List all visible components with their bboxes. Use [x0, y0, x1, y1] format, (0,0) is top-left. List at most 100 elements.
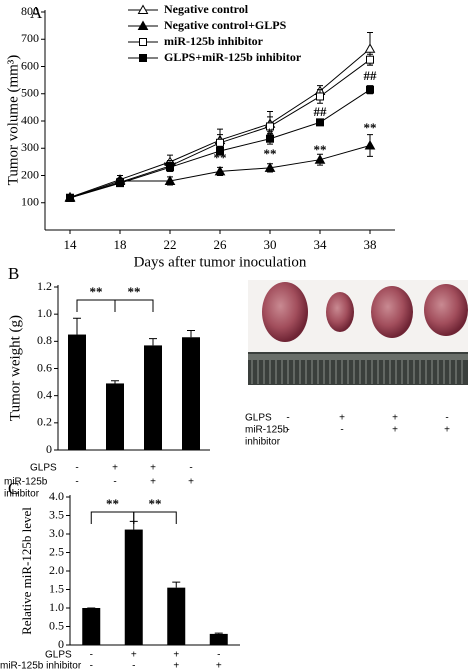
condition-label: miR-125b: [4, 477, 48, 488]
y-tick-label: 600: [21, 58, 39, 72]
marker: [137, 20, 149, 30]
condition-label: miR-125b: [245, 425, 289, 436]
condition-sign: -: [445, 413, 448, 424]
significance-bracket: [90, 511, 135, 524]
condition-label: inhibitor: [245, 437, 281, 448]
condition-sign: -: [217, 650, 220, 661]
y-tick-label: 2.0: [49, 563, 64, 577]
condition-sign: +: [173, 661, 179, 672]
y-tick-label: 800: [21, 4, 39, 18]
y-tick-label: 100: [21, 195, 39, 209]
marker: [116, 179, 124, 188]
y-tick-label: 1.2: [37, 279, 52, 293]
condition-sign: +: [150, 463, 156, 474]
marker: [214, 165, 226, 176]
marker: [266, 122, 274, 131]
error-bar: [111, 380, 119, 384]
marker: [364, 140, 376, 150]
marker: [364, 43, 376, 53]
marker: [216, 146, 224, 155]
panel-label: A: [30, 3, 43, 22]
annotation: **: [90, 284, 103, 299]
marker: [164, 175, 176, 185]
condition-sign: +: [188, 477, 194, 488]
bar: [68, 334, 86, 450]
annotation: **: [149, 496, 162, 511]
condition-sign: -: [340, 425, 343, 436]
condition-sign: +: [444, 425, 450, 436]
annotation: **: [164, 158, 177, 173]
marker: [66, 193, 74, 202]
y-tick-label: 400: [21, 113, 39, 127]
significance-bracket: [133, 511, 177, 524]
y-tick-label: 0.8: [37, 333, 52, 347]
legend-label: miR-125b inhibitor: [164, 34, 264, 48]
marker: [216, 138, 224, 147]
condition-sign: -: [132, 661, 135, 672]
bar: [167, 587, 186, 645]
x-tick-label: 14: [64, 237, 78, 252]
bar: [182, 337, 200, 450]
panel-label: C: [8, 479, 19, 498]
error-bar: [149, 338, 157, 346]
annotation: **: [106, 496, 119, 511]
x-tick-label: 18: [114, 237, 127, 252]
error-bar: [187, 329, 195, 338]
y-tick-label: 3.5: [49, 507, 64, 521]
condition-sign: -: [286, 425, 289, 436]
error-bar: [172, 581, 181, 588]
marker: [314, 154, 326, 164]
bar: [82, 608, 101, 645]
condition-sign: +: [150, 477, 156, 488]
y-tick-label: 0.5: [49, 618, 64, 632]
panel-label: B: [8, 264, 19, 283]
marker: [316, 92, 324, 101]
bar: [124, 529, 143, 645]
y-axis-label: Tumor weight (g): [7, 315, 23, 421]
y-tick-label: 0: [46, 442, 52, 456]
marker: [366, 55, 374, 64]
y-axis-label: Relative miR-125b level: [19, 507, 34, 635]
condition-label: inhibitor: [4, 489, 40, 500]
bar: [144, 345, 162, 450]
marker: [166, 163, 174, 172]
condition-sign: -: [113, 477, 116, 488]
y-tick-label: 0.6: [37, 360, 52, 374]
condition-label: miR-125b inhibitor: [0, 661, 82, 672]
tumor-photo: [248, 280, 468, 385]
condition-sign: +: [339, 413, 345, 424]
condition-label: GLPS: [245, 413, 272, 424]
legend-label: Negative control: [164, 2, 249, 16]
y-tick-label: 1.0: [49, 600, 64, 614]
y-tick-label: 200: [21, 167, 39, 181]
condition-sign: -: [189, 463, 192, 474]
condition-sign: +: [216, 661, 222, 672]
y-tick-label: 0: [58, 637, 64, 651]
legend-label: Negative control+GLPS: [164, 18, 287, 32]
condition-sign: -: [75, 477, 78, 488]
condition-sign: +: [131, 650, 137, 661]
significance-bracket: [114, 299, 154, 312]
x-tick-label: 22: [164, 237, 177, 252]
marker: [316, 118, 324, 127]
significance-bracket: [76, 299, 116, 312]
annotation: **: [314, 142, 327, 157]
marker: [137, 4, 149, 14]
condition-sign: +: [112, 463, 118, 474]
y-tick-label: 0.4: [37, 387, 52, 401]
y-tick-label: 300: [21, 140, 39, 154]
y-tick-label: 3.0: [49, 526, 64, 540]
y-tick-label: 500: [21, 86, 39, 100]
condition-label: GLPS: [45, 650, 72, 661]
error-bar: [214, 632, 223, 634]
condition-sign: -: [90, 661, 93, 672]
legend-label: GLPS+miR-125b inhibitor: [164, 50, 302, 64]
x-tick-label: 38: [364, 237, 377, 252]
x-tick-label: 30: [264, 237, 277, 252]
marker: [366, 85, 374, 94]
y-tick-label: 4.0: [49, 489, 64, 503]
bar: [209, 633, 228, 645]
y-axis-label: Tumor volume (mm³): [5, 55, 21, 186]
error-bar: [73, 317, 81, 335]
y-tick-label: 2.5: [49, 544, 64, 558]
